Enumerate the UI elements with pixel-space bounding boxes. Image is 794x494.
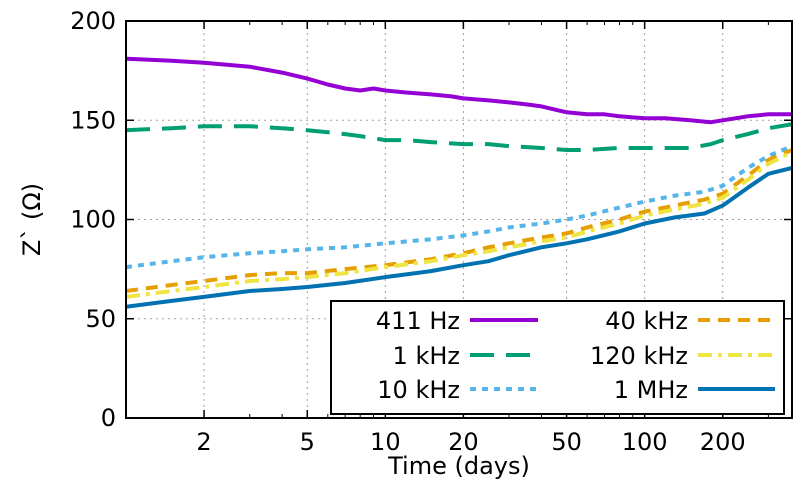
series-line-5 bbox=[126, 165, 792, 309]
y-tick-label: 150 bbox=[70, 106, 116, 134]
legend-label: 411 Hz bbox=[376, 307, 460, 335]
x-axis-label: Time (days) bbox=[387, 452, 530, 480]
series-line-4 bbox=[126, 150, 792, 299]
y-axis-label: Z` (Ω) bbox=[18, 183, 46, 256]
legend-label: 120 kHz bbox=[590, 342, 688, 370]
series-line-3 bbox=[126, 148, 792, 293]
series-lines bbox=[126, 56, 792, 309]
legend-label: 10 kHz bbox=[377, 376, 460, 404]
grid bbox=[126, 21, 792, 418]
x-tick-label: 200 bbox=[700, 428, 746, 456]
axis-ticks: 0 50 100 150 200 2 5 10 20 50 100 200 bbox=[70, 7, 792, 456]
x-tick-label: 20 bbox=[448, 428, 479, 456]
y-tick-label: 100 bbox=[70, 206, 116, 234]
legend-label: 1 MHz bbox=[614, 376, 688, 404]
y-tick-label: 200 bbox=[70, 7, 116, 35]
x-tick-label: 100 bbox=[622, 428, 668, 456]
legend: 411 Hz 1 kHz 10 kHz 40 kHz 120 kHz 1 MHz bbox=[330, 300, 785, 415]
x-tick-label: 5 bbox=[300, 428, 315, 456]
series-line-0 bbox=[126, 56, 792, 125]
x-tick-label: 2 bbox=[196, 428, 211, 456]
legend-label: 40 kHz bbox=[605, 307, 688, 335]
series-line-1 bbox=[126, 122, 792, 152]
y-tick-label: 50 bbox=[85, 305, 116, 333]
x-tick-label: 10 bbox=[370, 428, 401, 456]
series-line-2 bbox=[126, 144, 792, 270]
legend-label: 1 kHz bbox=[393, 342, 460, 370]
y-tick-label: 0 bbox=[101, 404, 116, 432]
x-tick-label: 50 bbox=[551, 428, 582, 456]
